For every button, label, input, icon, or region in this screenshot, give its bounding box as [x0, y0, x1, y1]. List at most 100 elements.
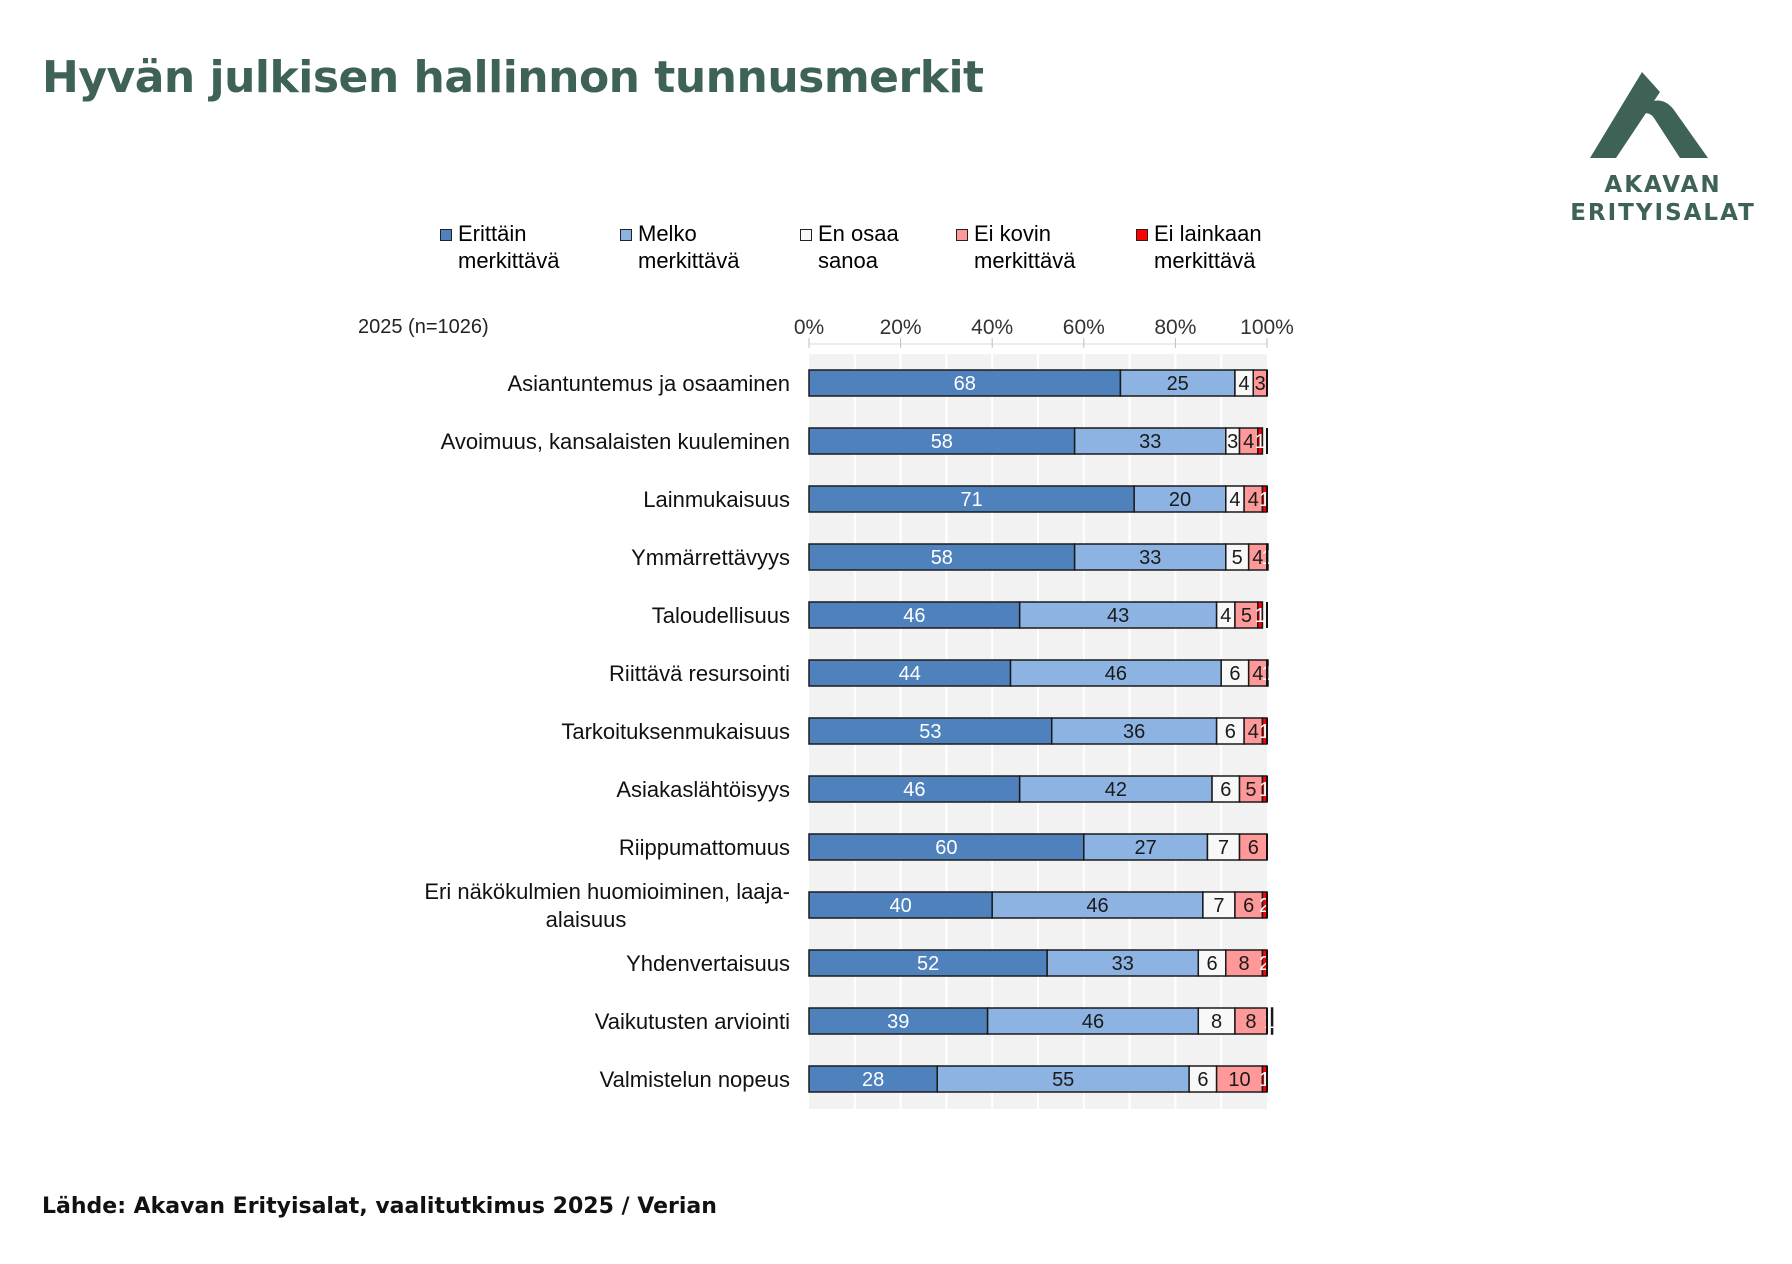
data-label: 6 [1229, 663, 1240, 685]
bar-segment [808, 717, 1053, 745]
data-label: 46 [903, 779, 925, 801]
data-label: 40 [889, 895, 911, 917]
bar-segment [1257, 427, 1264, 455]
data-label: 6 [1197, 1069, 1208, 1091]
logo-text-line1: AKAVAN [1604, 172, 1722, 198]
data-label: 4 [1248, 721, 1259, 743]
data-label: 4 [1252, 663, 1263, 685]
data-label: 10 [1228, 1069, 1250, 1091]
x-tick-label: 80% [1154, 316, 1196, 339]
data-label: 5 [1241, 605, 1252, 627]
data-label: 1 [1255, 605, 1266, 627]
data-label: 33 [1139, 431, 1161, 453]
data-label: 4 [1243, 431, 1254, 453]
category-label: Yhdenvertaisuus [626, 951, 790, 976]
sample-size-label: 2025 (n=1026) [358, 316, 489, 338]
legend-label: Ei kovin merkittävä [974, 221, 1076, 273]
data-label: 3 [1227, 431, 1238, 453]
data-label: 36 [1123, 721, 1145, 743]
data-label: 68 [954, 373, 976, 395]
bar-segment [1234, 1007, 1268, 1035]
data-label: 4 [1220, 605, 1231, 627]
legend-label: Melko merkittävä [638, 221, 740, 273]
data-label: 7 [1218, 837, 1229, 859]
data-label: 60 [935, 837, 957, 859]
data-label: 27 [1135, 837, 1157, 859]
data-label: 2 [1259, 953, 1270, 975]
data-label: 58 [931, 431, 953, 453]
data-label: 8 [1245, 1011, 1256, 1033]
data-label: 2 [1259, 895, 1270, 917]
category-label: Lainmukaisuus [643, 487, 790, 512]
bar-segment [1225, 949, 1264, 977]
legend-swatch [800, 229, 812, 241]
category-label: Ymmärrettävyys [631, 545, 790, 570]
data-label: 39 [887, 1011, 909, 1033]
data-label: 8 [1211, 1011, 1222, 1033]
category-label: Riippumattomuus [619, 835, 790, 860]
data-label: 6 [1225, 721, 1236, 743]
data-label: 25 [1167, 373, 1189, 395]
bar-segment [1234, 891, 1264, 919]
data-label: 53 [919, 721, 941, 743]
bar-segment [808, 601, 1021, 629]
data-label: 6 [1243, 895, 1254, 917]
data-label: 1 [1264, 1011, 1275, 1033]
legend-swatch [440, 229, 452, 241]
logo-text-line2: ERITYISALAT [1570, 200, 1756, 226]
bar-segment [1215, 1065, 1264, 1093]
data-label: 4 [1239, 373, 1250, 395]
data-label: 1 [1259, 1069, 1270, 1091]
bar-segment [1119, 369, 1236, 397]
chart-legend: Erittäin merkittävä Melko merkittävä En os… [440, 220, 1340, 280]
data-label: 28 [862, 1069, 884, 1091]
data-label: 71 [960, 489, 982, 511]
bar-segment [1073, 543, 1227, 571]
data-label: 1 [1259, 489, 1270, 511]
bar-segment [1215, 717, 1245, 745]
legend-label: En osaa sanoa [818, 221, 899, 273]
category-label: Riittävä resursointi [609, 661, 790, 686]
category-label: Taloudellisuus [652, 603, 790, 628]
bar-segment [808, 659, 1012, 687]
bar-segment [1211, 775, 1241, 803]
bar-segment [1133, 485, 1227, 513]
data-label: 33 [1139, 547, 1161, 569]
legend-swatch [620, 229, 632, 241]
data-label: 46 [903, 605, 925, 627]
bar-segment [1018, 601, 1218, 629]
bar-segment [991, 891, 1204, 919]
category-label: Tarkoituksenmukaisuus [561, 719, 790, 744]
legend-swatch [1136, 229, 1148, 241]
data-label: 6 [1248, 837, 1259, 859]
data-label: 6 [1220, 779, 1231, 801]
bar-segment [1046, 949, 1200, 977]
data-label: 20 [1169, 489, 1191, 511]
x-tick-label: 60% [1063, 316, 1105, 339]
data-label: 1 [1259, 779, 1270, 801]
data-label: 43 [1107, 605, 1129, 627]
brand-logo: AKAVAN ERITYISALAT [1568, 72, 1758, 232]
source-note: Lähde: Akavan Erityisalat, vaalitutkimus… [42, 1194, 717, 1219]
data-label: 1 [1255, 431, 1266, 453]
bar-segment [1206, 833, 1241, 861]
x-tick-label: 0% [794, 316, 824, 339]
category-label: Avoimuus, kansalaisten kuuleminen [441, 429, 790, 454]
data-label: 42 [1105, 779, 1127, 801]
page-title: Hyvän julkisen hallinnon tunnusmerkit [42, 52, 984, 103]
legend-label: Ei lainkaan merkittävä [1154, 221, 1262, 273]
data-label: 52 [917, 953, 939, 975]
bar-segment [1220, 659, 1250, 687]
bar-segment [808, 775, 1021, 803]
category-label: Valmistelun nopeus [600, 1067, 790, 1092]
bar-segment [986, 1007, 1200, 1035]
legend-label: Erittäin merkittävä [458, 221, 560, 273]
data-label: 4 [1229, 489, 1240, 511]
data-label: 7 [1213, 895, 1224, 917]
bar-segment [808, 833, 1085, 861]
data-label: 1 [1259, 721, 1270, 743]
data-label: 4 [1248, 489, 1259, 511]
bar-segment [1083, 833, 1209, 861]
x-tick-label: 40% [971, 316, 1013, 339]
bar-segment [808, 1007, 989, 1035]
